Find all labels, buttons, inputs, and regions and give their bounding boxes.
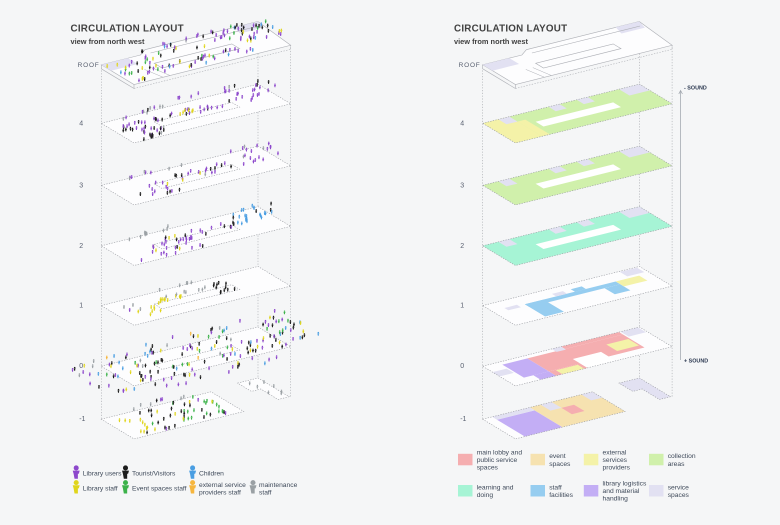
svg-text:collection: collection <box>668 453 696 460</box>
svg-text:and material: and material <box>603 488 640 495</box>
svg-text:areas: areas <box>668 461 685 468</box>
svg-text:maintenance: maintenance <box>259 482 298 489</box>
svg-text:CIRCULATION LAYOUT: CIRCULATION LAYOUT <box>454 24 567 35</box>
svg-text:library logistics: library logistics <box>603 481 648 488</box>
svg-text:event: event <box>549 453 566 460</box>
svg-text:providers staff: providers staff <box>199 489 241 496</box>
svg-text:2: 2 <box>460 243 464 250</box>
svg-text:doing: doing <box>477 492 494 499</box>
svg-text:3: 3 <box>460 182 464 189</box>
svg-text:staff: staff <box>549 484 562 491</box>
svg-text:0: 0 <box>79 363 83 370</box>
svg-text:spaces: spaces <box>477 465 499 472</box>
svg-text:learning and: learning and <box>477 484 514 491</box>
svg-text:ROOF: ROOF <box>78 62 100 69</box>
svg-text:Event spaces staff: Event spaces staff <box>132 486 187 493</box>
svg-text:1: 1 <box>460 303 464 310</box>
svg-text:view from north west: view from north west <box>71 37 145 46</box>
svg-text:providers: providers <box>603 465 631 472</box>
svg-text:- SOUND: - SOUND <box>684 86 707 92</box>
svg-text:main lobby and: main lobby and <box>477 449 523 456</box>
svg-text:4: 4 <box>79 120 83 127</box>
svg-text:staff: staff <box>259 489 272 496</box>
svg-text:CIRCULATION LAYOUT: CIRCULATION LAYOUT <box>71 24 184 35</box>
svg-text:view from north west: view from north west <box>454 37 528 46</box>
svg-text:1: 1 <box>79 303 83 310</box>
svg-text:ROOF: ROOF <box>459 62 481 69</box>
svg-text:spaces: spaces <box>549 461 571 468</box>
svg-text:spaces: spaces <box>668 492 690 499</box>
svg-text:-1: -1 <box>79 416 85 423</box>
svg-text:external service: external service <box>199 482 246 489</box>
svg-text:service: service <box>668 484 689 491</box>
svg-text:services: services <box>603 457 628 464</box>
svg-text:Children: Children <box>199 471 224 478</box>
svg-text:Tourist/Visitors: Tourist/Visitors <box>132 471 176 478</box>
svg-text:2: 2 <box>79 243 83 250</box>
svg-text:external: external <box>603 449 627 456</box>
svg-text:Library users: Library users <box>83 471 122 478</box>
svg-text:0: 0 <box>460 363 464 370</box>
svg-text:facilities: facilities <box>549 492 573 499</box>
svg-text:3: 3 <box>79 182 83 189</box>
svg-text:handling: handling <box>603 496 629 503</box>
svg-text:public service: public service <box>477 457 518 464</box>
svg-text:+ SOUND: + SOUND <box>684 359 708 365</box>
svg-text:-1: -1 <box>460 416 466 423</box>
svg-text:Library staff: Library staff <box>83 486 118 493</box>
svg-text:4: 4 <box>460 120 464 127</box>
